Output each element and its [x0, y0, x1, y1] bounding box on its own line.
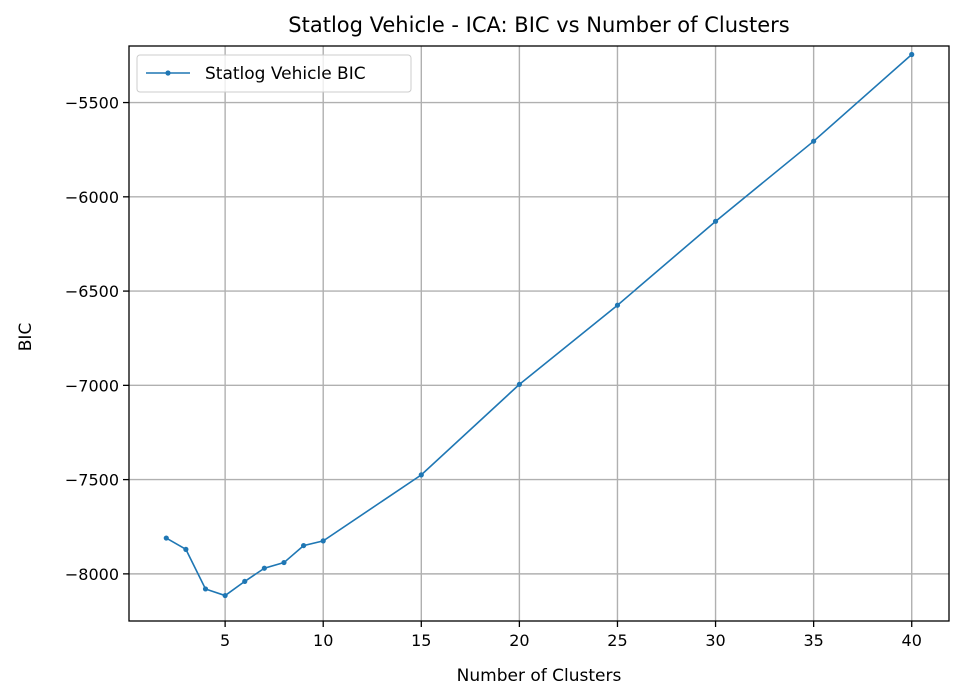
data-point	[183, 546, 189, 552]
y-axis-label: BIC	[16, 323, 36, 352]
data-point	[418, 472, 424, 478]
data-point	[811, 138, 817, 144]
y-tick-label: −6000	[65, 188, 119, 207]
legend-box	[136, 54, 412, 93]
data-point	[163, 535, 169, 541]
series-layer	[163, 51, 915, 599]
chart-title: Statlog Vehicle - ICA: BIC vs Number of …	[288, 13, 789, 37]
data-point	[281, 559, 287, 566]
legend: Statlog Vehicle BIC	[136, 54, 412, 93]
data-point	[516, 381, 522, 388]
data-point	[242, 578, 248, 585]
y-tick-label: −8000	[65, 565, 119, 584]
grid-layer	[129, 46, 949, 621]
x-axis-label: Number of Clusters	[457, 666, 622, 686]
legend-marker-swatch	[165, 70, 171, 76]
data-point	[300, 542, 307, 549]
legend-entry-label: Statlog Vehicle BIC	[205, 64, 366, 84]
x-tick-label: 15	[411, 631, 431, 650]
x-tick-label: 35	[803, 631, 823, 650]
x-tick-label: 5	[220, 631, 230, 650]
y-tick-label: −6500	[65, 282, 119, 301]
x-tick-label: 30	[705, 631, 725, 650]
tick-layer: 5 10 15 20 25 30 35 40 −8000 −7500 −7000 −6500 −6000…	[65, 94, 922, 650]
x-tick-label: 10	[313, 631, 333, 650]
x-tick-label: 40	[902, 631, 922, 650]
x-tick-label: 25	[607, 631, 627, 650]
data-point	[320, 538, 326, 544]
series-line-0	[165, 53, 913, 597]
y-tick-label: −7500	[65, 471, 119, 490]
x-tick-label: 20	[509, 631, 529, 650]
data-point	[712, 218, 719, 224]
plot-frame	[128, 45, 950, 622]
data-point	[614, 302, 621, 308]
y-tick-label: −5500	[65, 94, 119, 113]
data-point	[222, 592, 228, 599]
data-point	[909, 51, 915, 58]
y-tick-label: −7000	[65, 376, 119, 395]
data-point	[261, 565, 267, 571]
data-point	[202, 586, 209, 592]
